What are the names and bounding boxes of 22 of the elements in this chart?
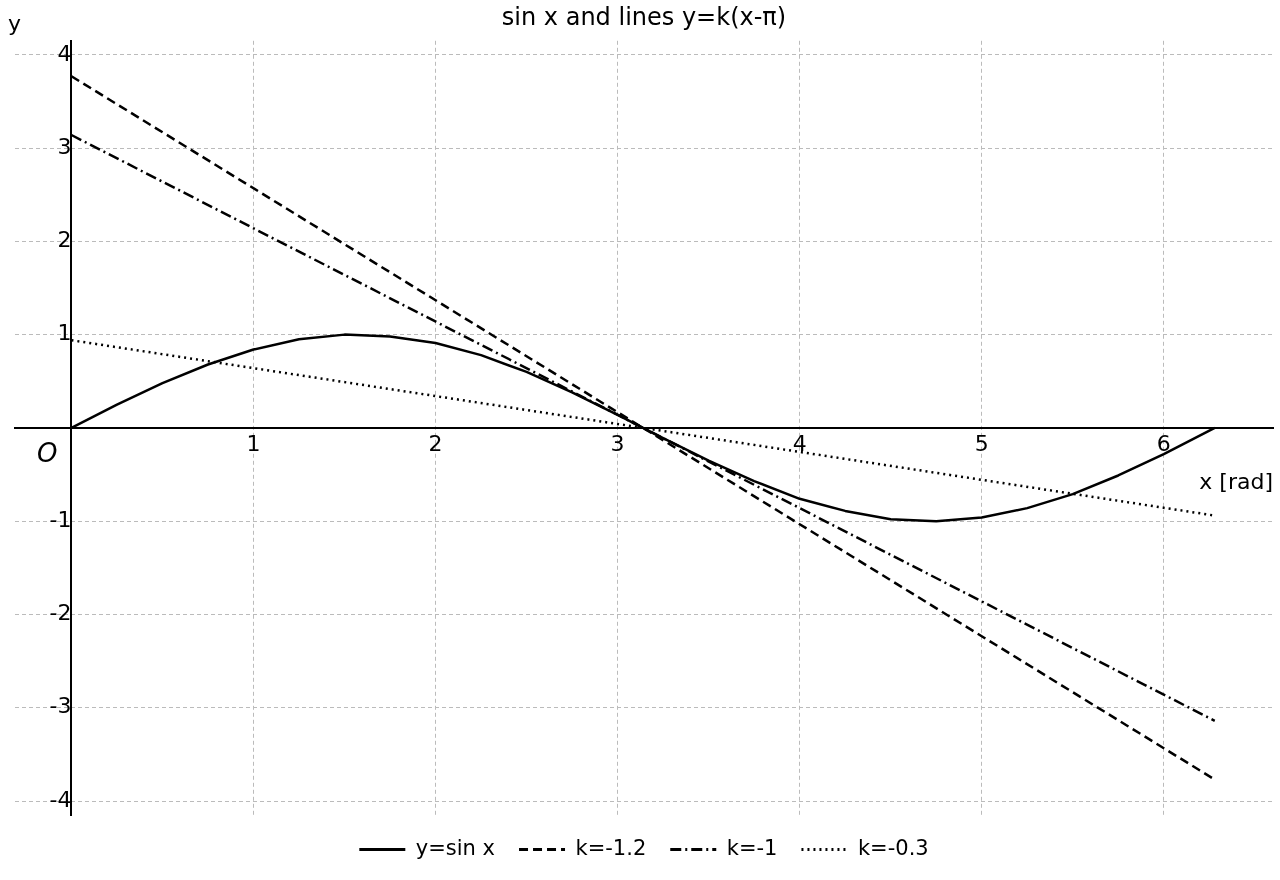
x-tick-label: 5 (974, 430, 989, 456)
y-tick-label: -1 (49, 506, 72, 532)
legend-label: y=sin x (415, 835, 496, 860)
x-tick-label: 6 (1156, 430, 1171, 456)
y-tick-label: -4 (49, 786, 72, 812)
x-tick-label: 1 (246, 430, 261, 456)
y-tick-label: -3 (49, 693, 72, 719)
x-tick-label: 3 (610, 430, 625, 456)
legend-label: k=-0.3 (857, 835, 929, 860)
y-tick-label: 3 (57, 133, 72, 159)
annotation: O (36, 437, 58, 468)
y-tick-label: 1 (57, 320, 72, 346)
y-tick-label: -2 (49, 600, 72, 626)
y-tick-label: 4 (57, 40, 72, 66)
legend-label: k=-1 (726, 835, 778, 860)
x-tick-label: 4 (792, 430, 807, 456)
y-axis-title: y (8, 10, 22, 36)
x-axis-title: x [rad] (1199, 468, 1273, 494)
x-tick-label: 2 (428, 430, 443, 456)
chart-title: sin x and lines y=k(x-π) (501, 2, 787, 31)
legend-label: k=-1.2 (575, 835, 647, 860)
y-tick-label: 2 (57, 227, 72, 253)
